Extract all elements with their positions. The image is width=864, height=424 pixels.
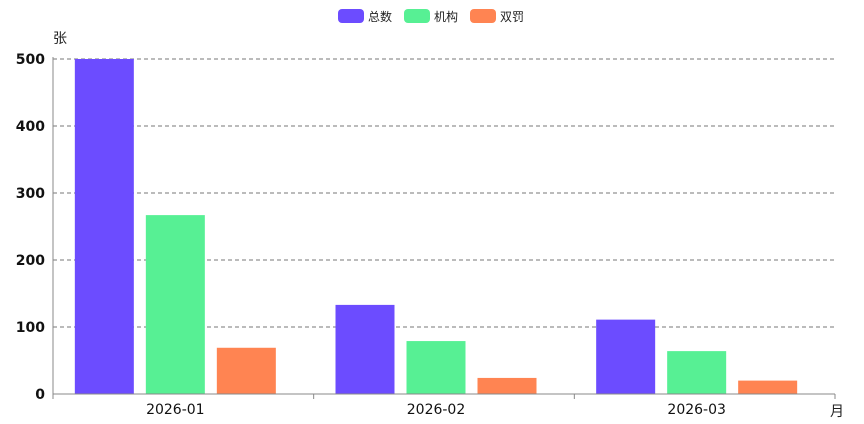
bar-2026-01-总数[interactable] xyxy=(74,59,134,394)
legend-item-机构[interactable]: 机构 xyxy=(404,9,458,24)
bar-2026-01-机构[interactable] xyxy=(145,215,205,394)
legend-item-总数[interactable]: 总数 xyxy=(338,9,392,24)
legend-label: 机构 xyxy=(434,9,458,24)
y-tick-label: 200 xyxy=(16,253,45,269)
grid-lines xyxy=(53,58,835,328)
x-tick-label: 2026-01 xyxy=(146,402,205,418)
y-tick-label: 500 xyxy=(16,52,45,68)
bar-2026-02-双罚[interactable] xyxy=(477,377,537,394)
legend-item-双罚[interactable]: 双罚 xyxy=(470,9,524,24)
bar-2026-02-总数[interactable] xyxy=(335,304,395,394)
bar-2026-03-双罚[interactable] xyxy=(738,380,798,394)
bar-2026-01-双罚[interactable] xyxy=(216,347,276,394)
legend-label: 总数 xyxy=(368,9,392,24)
x-axis-unit: 月 xyxy=(830,404,844,420)
x-tick-label: 2026-02 xyxy=(407,402,466,418)
y-tick-label: 400 xyxy=(16,119,45,135)
legend-label: 双罚 xyxy=(500,10,524,24)
y-tick-label: 0 xyxy=(35,387,45,403)
legend-swatch xyxy=(470,9,496,23)
bars xyxy=(74,59,798,394)
y-tick-label: 300 xyxy=(16,186,45,202)
y-tick-label: 100 xyxy=(16,320,45,336)
bar-2026-03-总数[interactable] xyxy=(596,319,656,394)
x-tick-label: 2026-03 xyxy=(667,402,726,418)
legend-swatch xyxy=(338,9,364,23)
legend: 总数 机构 双罚 xyxy=(338,9,524,24)
legend-swatch xyxy=(404,9,430,23)
y-axis-unit: 张 xyxy=(53,31,67,47)
bar-2026-02-机构[interactable] xyxy=(406,341,466,394)
bar-2026-03-机构[interactable] xyxy=(667,351,727,394)
axes: 0 100 200 300 400 500 2026-01 2026-02 2026-03 xyxy=(16,52,836,418)
